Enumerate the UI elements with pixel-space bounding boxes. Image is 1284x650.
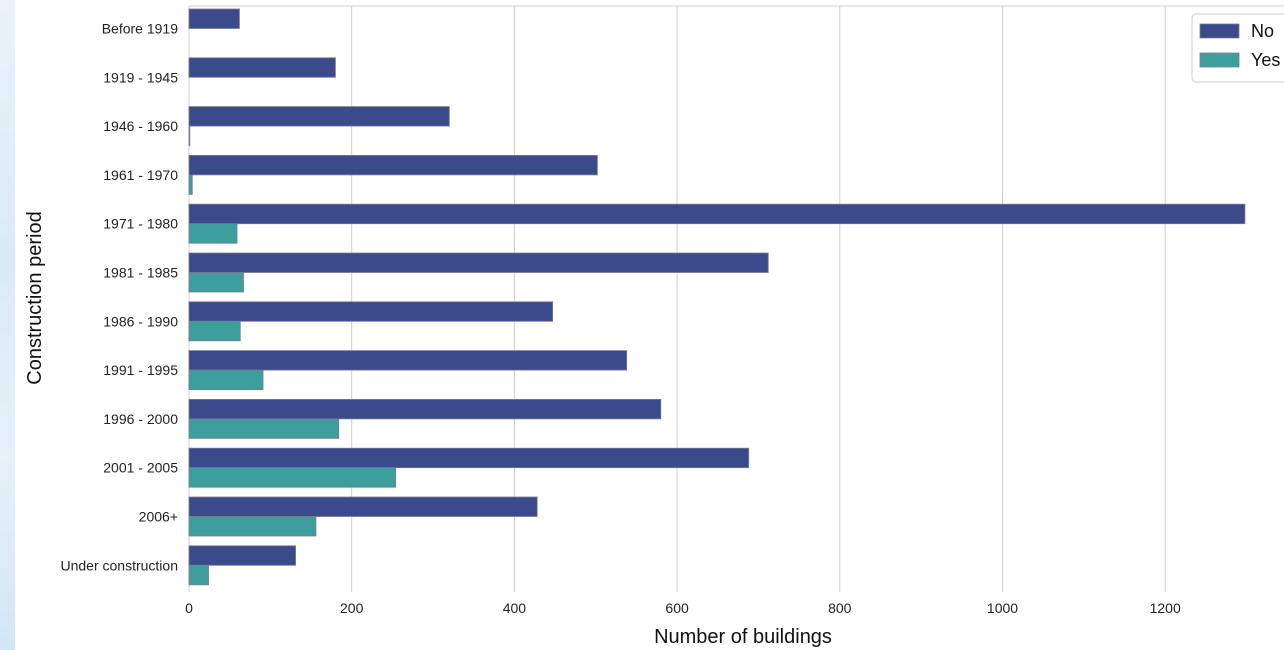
y-tick-label: 1971 - 1980 <box>103 216 178 232</box>
y-axis-label: Construction period <box>24 211 46 384</box>
bar-yes-4 <box>188 223 238 244</box>
bar-yes-2 <box>188 125 191 146</box>
bar-no-7 <box>188 350 628 371</box>
x-axis-label: Number of buildings <box>654 626 832 648</box>
y-tick-label: 1986 - 1990 <box>103 313 178 329</box>
x-tick-label: 0 <box>185 600 193 616</box>
y-tick-label: 2006+ <box>139 509 178 525</box>
bar-no-1 <box>188 57 336 78</box>
bar-no-6 <box>188 301 554 322</box>
bar-no-0 <box>188 8 240 29</box>
y-tick-label: 1946 - 1960 <box>103 118 178 134</box>
bar-no-5 <box>188 252 769 273</box>
y-tick-label: 1981 - 1985 <box>103 265 178 281</box>
x-tick-label: 600 <box>665 600 689 616</box>
bar-yes-5 <box>188 272 244 293</box>
bar-no-10 <box>188 496 538 517</box>
y-tick-label: 1991 - 1995 <box>103 362 178 378</box>
y-tick-label: Before 1919 <box>102 21 178 37</box>
bar-no-9 <box>188 447 750 469</box>
x-tick-label: 400 <box>503 600 527 616</box>
bar-yes-9 <box>188 467 397 488</box>
bar-no-8 <box>188 398 662 420</box>
y-tick-label: 1961 - 1970 <box>103 167 178 183</box>
bar-yes-6 <box>188 320 241 342</box>
background-strip <box>0 0 15 650</box>
legend-swatch-no <box>1199 23 1240 39</box>
bar-no-4 <box>188 203 1246 225</box>
bar-yes-7 <box>188 369 264 391</box>
x-tick-label: 200 <box>340 600 364 616</box>
bar-yes-10 <box>188 516 317 537</box>
y-tick-label: 2001 - 2005 <box>103 460 178 476</box>
y-tick-label: 1996 - 2000 <box>103 411 178 427</box>
x-tick-label: 800 <box>828 600 852 616</box>
x-tick-label: 1200 <box>1150 600 1181 616</box>
bar-no-2 <box>188 106 450 127</box>
legend-label-yes: Yes <box>1251 50 1280 70</box>
x-tick-label: 1000 <box>987 600 1018 616</box>
bar-no-3 <box>188 154 598 176</box>
legend-swatch-yes <box>1199 52 1240 68</box>
bar-yes-3 <box>188 174 193 195</box>
bar-yes-8 <box>188 418 340 439</box>
bar-no-11 <box>188 545 296 566</box>
y-tick-label: Under construction <box>60 557 178 573</box>
legend-label-no: No <box>1251 21 1274 41</box>
y-tick-label: 1919 - 1945 <box>103 69 178 85</box>
bar-yes-11 <box>188 564 209 586</box>
